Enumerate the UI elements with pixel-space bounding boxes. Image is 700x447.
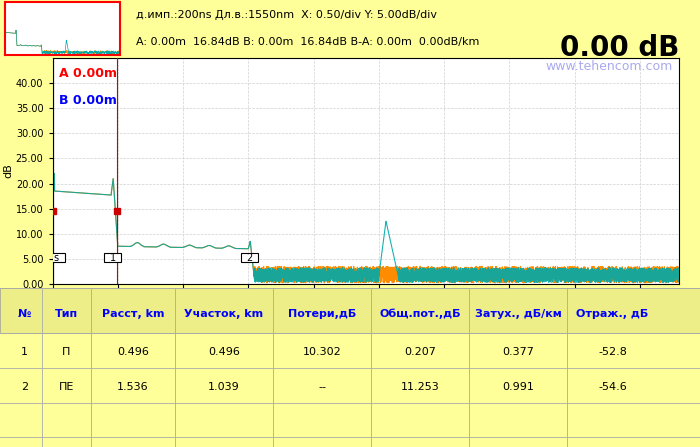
FancyBboxPatch shape <box>241 253 258 262</box>
Text: 1.536: 1.536 <box>117 382 149 392</box>
Text: 2: 2 <box>21 382 28 392</box>
Text: A 0.00m: A 0.00m <box>59 67 117 80</box>
Text: Тип: Тип <box>55 309 78 319</box>
Text: -52.8: -52.8 <box>598 347 627 357</box>
Text: 1.039: 1.039 <box>208 382 240 392</box>
Text: 0.991: 0.991 <box>502 382 534 392</box>
Text: ПЕ: ПЕ <box>59 382 74 392</box>
Text: 0.496: 0.496 <box>117 347 149 357</box>
Text: 0.00 dB: 0.00 dB <box>560 34 680 62</box>
Text: 2: 2 <box>246 253 253 263</box>
Text: 0.207: 0.207 <box>404 347 436 357</box>
X-axis label: km: km <box>357 304 374 314</box>
Text: Затух., дБ/км: Затух., дБ/км <box>475 309 561 319</box>
Text: 10.302: 10.302 <box>302 347 342 357</box>
FancyBboxPatch shape <box>104 253 121 262</box>
Text: B 0.00m: B 0.00m <box>59 94 117 107</box>
Text: Отраж., дБ: Отраж., дБ <box>576 309 649 319</box>
Text: www.tehencom.com: www.tehencom.com <box>545 60 673 73</box>
Text: 0.496: 0.496 <box>208 347 240 357</box>
Y-axis label: dB: dB <box>3 164 13 178</box>
Text: д.имп.:200ns Дл.в.:1550nm  X: 0.50/div Y: 5.00dB/div: д.имп.:200ns Дл.в.:1550nm X: 0.50/div Y:… <box>136 10 438 20</box>
Text: №: № <box>18 309 32 319</box>
Text: 1: 1 <box>21 347 28 357</box>
Text: Расст, km: Расст, km <box>102 309 164 319</box>
Text: 11.253: 11.253 <box>400 382 440 392</box>
Text: --: -- <box>318 382 326 392</box>
Text: s: s <box>54 253 59 263</box>
Text: 0.377: 0.377 <box>502 347 534 357</box>
Text: 1: 1 <box>109 253 116 263</box>
Text: -54.6: -54.6 <box>598 382 627 392</box>
FancyBboxPatch shape <box>48 253 65 262</box>
Text: Участок, km: Участок, km <box>184 309 264 319</box>
Text: A: 0.00m  16.84dB B: 0.00m  16.84dB B-A: 0.00m  0.00dB/km: A: 0.00m 16.84dB B: 0.00m 16.84dB B-A: 0… <box>136 37 480 46</box>
Text: Потери,дБ: Потери,дБ <box>288 309 356 319</box>
FancyBboxPatch shape <box>0 288 700 333</box>
Text: Общ.пот.,дБ: Общ.пот.,дБ <box>379 308 461 319</box>
Text: П: П <box>62 347 71 357</box>
